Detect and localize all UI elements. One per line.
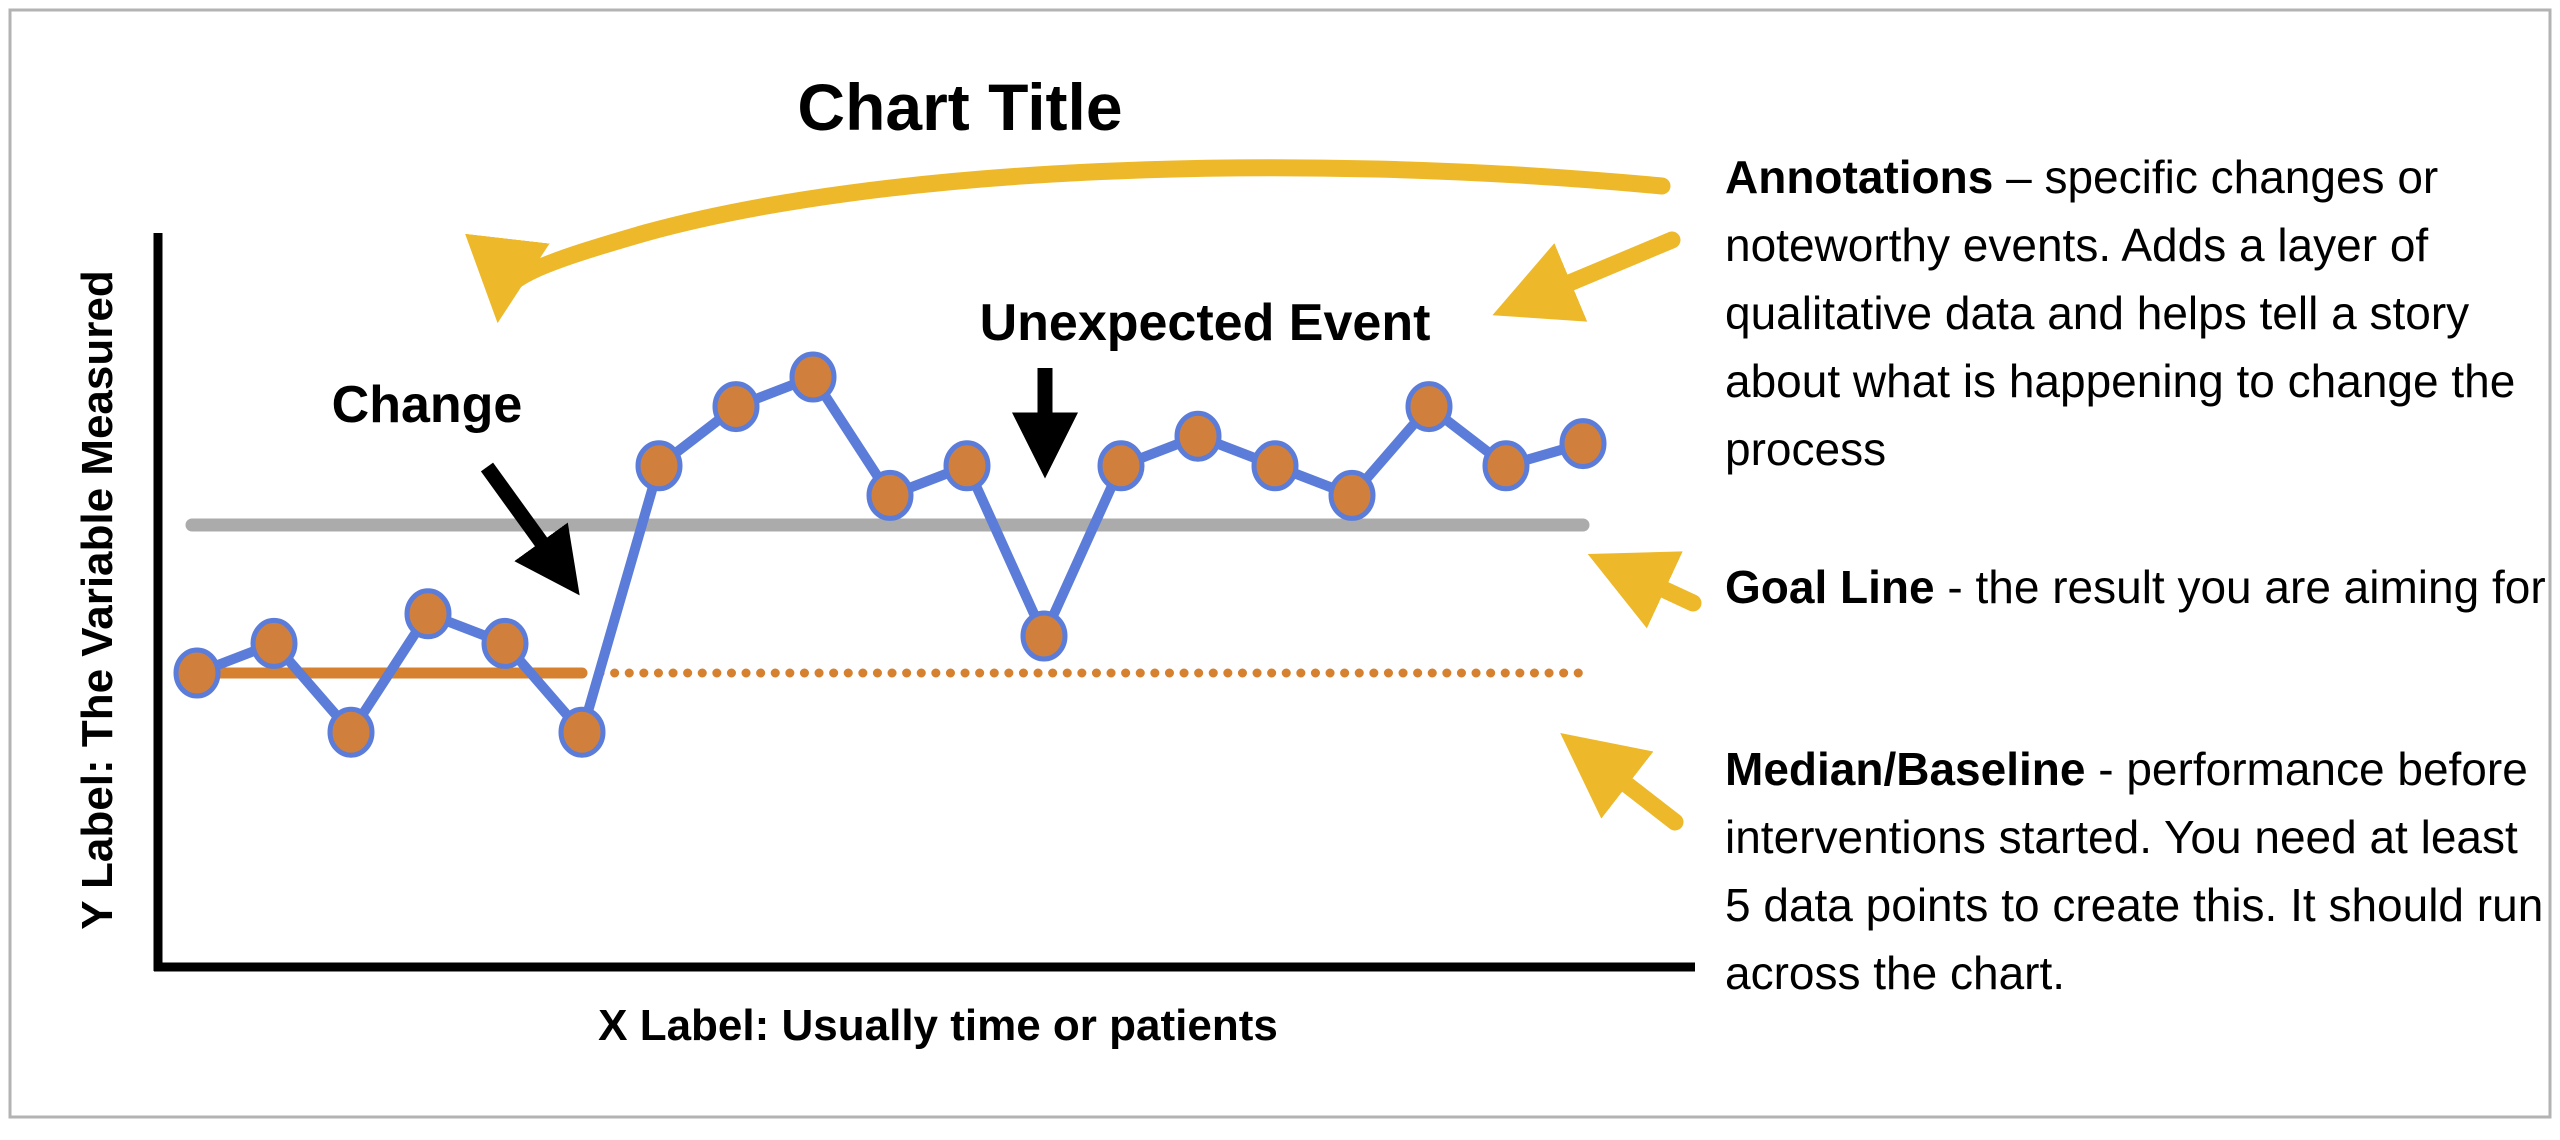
data-point bbox=[1020, 610, 1068, 662]
median-baseline-note-body: performance before interventions started… bbox=[1725, 743, 2544, 999]
data-point bbox=[1405, 381, 1453, 433]
annotations-note-lead: Annotations bbox=[1725, 151, 1994, 203]
goal-line-note-lead: Goal Line bbox=[1725, 561, 1935, 613]
goal-line-note-sep: - bbox=[1934, 561, 1976, 613]
goal-line-note: Goal Line - the result you are aiming fo… bbox=[1725, 553, 2547, 621]
annotations-straight-arrow bbox=[1492, 231, 1681, 322]
unexpected-event-label: Unexpected Event bbox=[980, 294, 1431, 352]
median-baseline-note: Median/Baseline - performance before int… bbox=[1725, 735, 2547, 1007]
data-point bbox=[712, 381, 760, 433]
median-baseline-note-sep: - bbox=[2085, 743, 2127, 795]
data-point bbox=[943, 440, 991, 492]
page-border bbox=[8, 8, 2552, 1119]
x-axis-label: X Label: Usually time or patients bbox=[598, 1001, 1278, 1050]
data-point bbox=[866, 469, 914, 521]
annotations-curve-arrow bbox=[465, 159, 1671, 324]
data-point bbox=[1097, 440, 1145, 492]
data-point bbox=[404, 588, 452, 640]
data-point bbox=[635, 440, 683, 492]
data-point bbox=[327, 706, 375, 758]
annotations-note-body: specific changes or noteworthy events. A… bbox=[1725, 151, 2516, 475]
annotations-note: Annotations – specific changes or notewo… bbox=[1725, 143, 2547, 483]
chart-title: Chart Title bbox=[797, 70, 1122, 144]
data-point bbox=[1482, 440, 1530, 492]
data-point bbox=[1251, 440, 1299, 492]
data-point bbox=[481, 617, 529, 669]
median-baseline-note-lead: Median/Baseline bbox=[1725, 743, 2086, 795]
annotations-note-sep: – bbox=[1993, 151, 2045, 203]
y-axis-label: Y Label: The Variable Measured bbox=[73, 270, 122, 929]
data-point bbox=[1328, 469, 1376, 521]
data-point bbox=[1174, 410, 1222, 462]
data-point bbox=[1559, 418, 1607, 470]
change-label: Change bbox=[332, 376, 523, 434]
data-point bbox=[789, 351, 837, 403]
data-series bbox=[173, 351, 1607, 758]
goal-line-pointer-arrow bbox=[1587, 551, 1702, 629]
change-arrow bbox=[480, 462, 580, 596]
goal-line-note-body: the result you are aiming for bbox=[1975, 561, 2546, 613]
median-pointer-arrow bbox=[1560, 732, 1684, 831]
data-point bbox=[173, 647, 221, 699]
data-point bbox=[558, 706, 606, 758]
data-point bbox=[250, 617, 298, 669]
